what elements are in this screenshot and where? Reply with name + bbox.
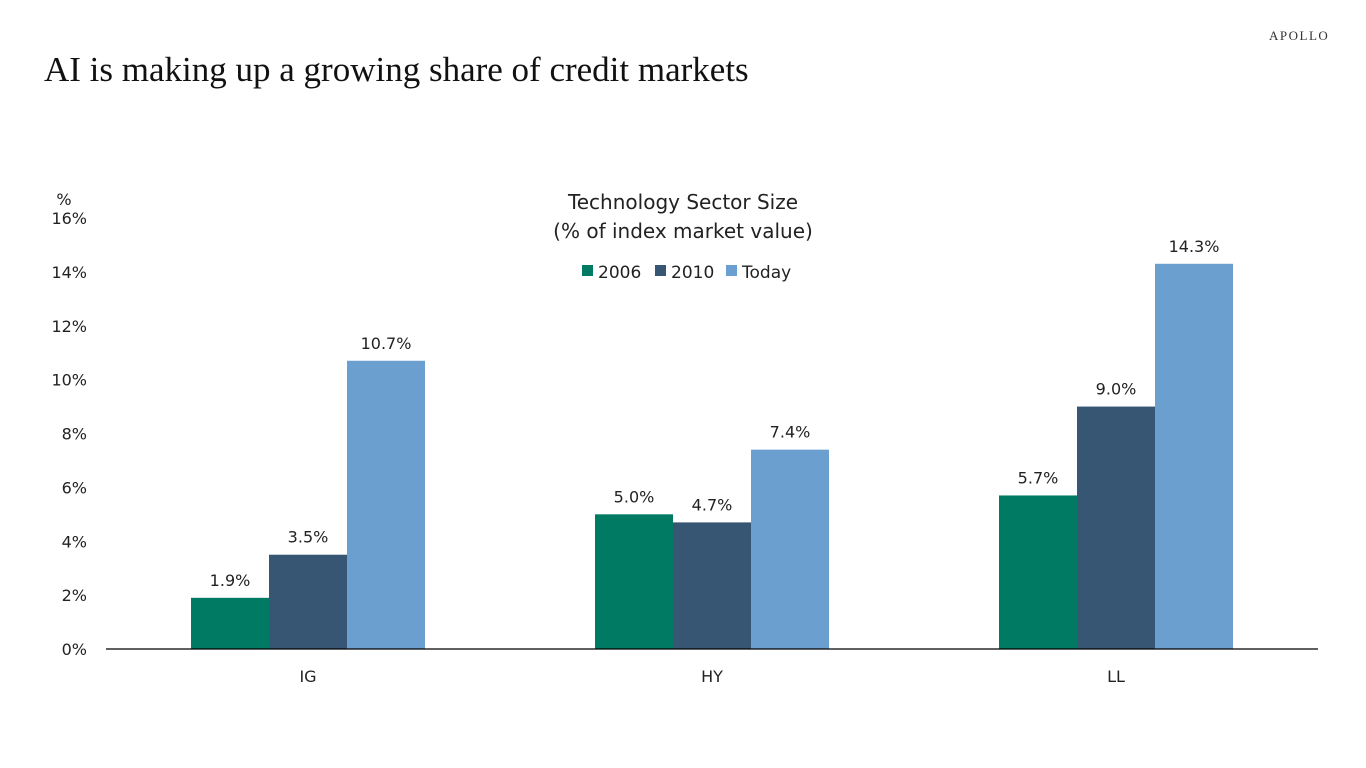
legend-swatch — [726, 265, 737, 276]
data-label: 10.7% — [361, 334, 412, 353]
apollo-logo: APOLLO — [1269, 28, 1330, 43]
data-label: 1.9% — [210, 571, 251, 590]
legend-swatch — [582, 265, 593, 276]
x-tick-label: HY — [701, 667, 723, 686]
x-tick-label: IG — [299, 667, 316, 686]
legend: 2006 2010 Today — [582, 263, 791, 283]
bar-2006-ll — [999, 495, 1077, 649]
data-label: 5.7% — [1018, 468, 1059, 487]
legend-label: 2006 — [598, 263, 641, 283]
bar-2010-ll — [1077, 406, 1155, 649]
bar-today-ig — [347, 360, 425, 649]
page-title: AI is making up a growing share of credi… — [44, 50, 749, 89]
data-label: 5.0% — [614, 487, 655, 506]
y-tick-label: 2% — [62, 586, 87, 605]
bar-2006-ig — [191, 597, 269, 649]
bar-2010-hy — [673, 522, 751, 649]
bar-2010-ig — [269, 554, 347, 649]
y-tick-label: 12% — [51, 317, 87, 336]
y-tick-label: 4% — [62, 532, 87, 551]
bar-today-hy — [751, 449, 829, 649]
legend-label: 2010 — [671, 263, 714, 283]
legend-swatch — [655, 265, 666, 276]
legend-label: Today — [741, 263, 791, 283]
y-tick-label: 6% — [62, 478, 87, 497]
y-axis-label: % — [56, 190, 71, 209]
data-label: 3.5% — [288, 528, 329, 547]
x-tick-label: LL — [1107, 667, 1125, 686]
chart-title: Technology Sector Size — [567, 190, 798, 214]
bar-today-ll — [1155, 263, 1233, 649]
y-tick-label: 14% — [51, 263, 87, 282]
data-label: 9.0% — [1096, 380, 1137, 399]
y-tick-label: 8% — [62, 425, 87, 444]
data-label: 4.7% — [692, 495, 733, 514]
y-tick-label: 16% — [51, 209, 87, 228]
y-tick-label: 0% — [62, 640, 87, 659]
data-label: 7.4% — [770, 423, 811, 442]
data-label: 14.3% — [1169, 237, 1220, 256]
y-tick-label: 10% — [51, 371, 87, 390]
bar-2006-hy — [595, 514, 673, 649]
chart-subtitle: (% of index market value) — [553, 219, 813, 243]
